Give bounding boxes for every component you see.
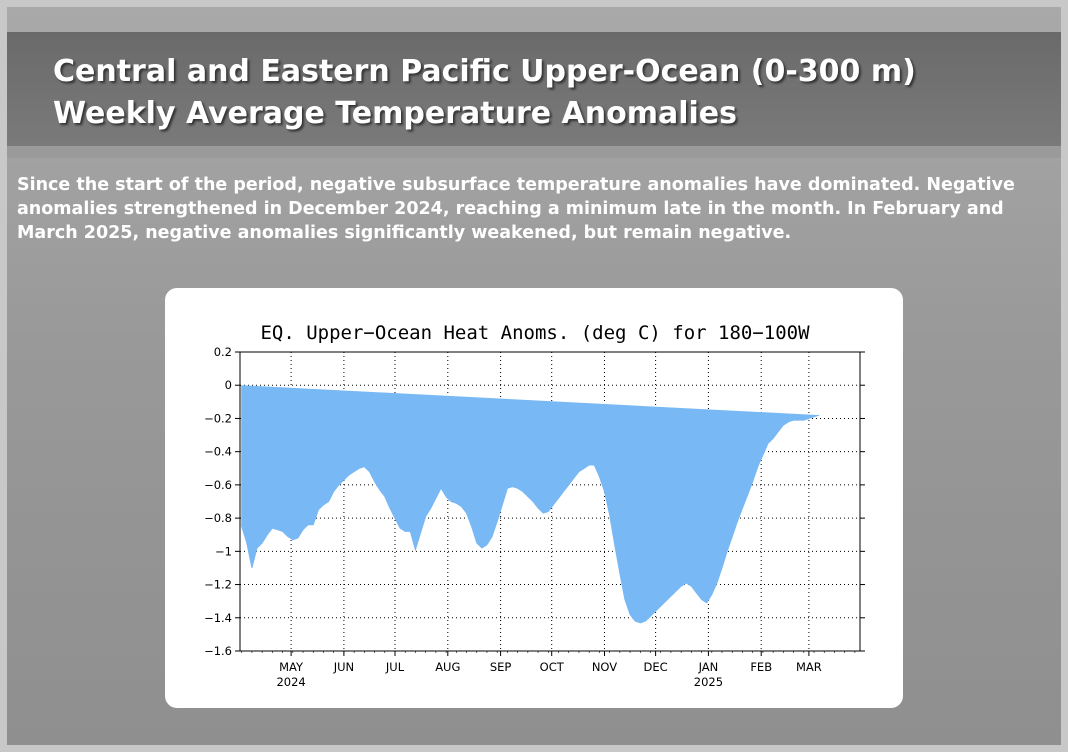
- y-tick-label: 0.2: [214, 345, 232, 359]
- y-tick-label: −1.6: [204, 644, 232, 658]
- anomaly-chart: EQ. Upper−Ocean Heat Anoms. (deg C) for …: [204, 322, 865, 689]
- x-tick-year-label: 2025: [694, 675, 723, 689]
- x-tick-label: AUG: [435, 660, 460, 674]
- anomaly-area: [241, 385, 820, 624]
- title-band: [7, 32, 1061, 146]
- chart-card: EQ. Upper−Ocean Heat Anoms. (deg C) for …: [165, 288, 903, 708]
- slide-description: Since the start of the period, negative …: [17, 175, 1015, 243]
- slide-title: Central and Eastern Pacific Upper-Ocean …: [53, 51, 1033, 135]
- x-tick-label: DEC: [644, 660, 668, 674]
- chart-title: EQ. Upper−Ocean Heat Anoms. (deg C) for …: [260, 322, 810, 344]
- y-axis: 0.2 0 −0.2 −0.4 −0.6 −0.8 −1 −1.2 −1.4 −1.6: [204, 345, 865, 658]
- y-tick-label: −0.4: [204, 445, 232, 459]
- slide-title-line-1: Central and Eastern Pacific Upper-Ocean …: [53, 54, 916, 89]
- x-tick-label: OCT: [540, 660, 565, 674]
- y-tick-label: −1: [215, 544, 232, 558]
- x-tick-label: JUL: [385, 660, 405, 674]
- y-tick-label: −1.2: [204, 578, 232, 592]
- x-tick-label: JAN: [698, 660, 719, 674]
- y-tick-label: −1.4: [204, 611, 232, 625]
- title-divider: [7, 146, 1061, 158]
- x-tick-label: MAY: [279, 660, 304, 674]
- y-tick-label: −0.6: [204, 478, 232, 492]
- x-tick-label: NOV: [592, 660, 617, 674]
- x-tick-label: FEB: [750, 660, 772, 674]
- x-tick-label: MAR: [796, 660, 822, 674]
- plot-frame: [239, 351, 861, 652]
- y-tick-label: −0.2: [204, 411, 232, 425]
- x-tick-label: SEP: [490, 660, 512, 674]
- x-tick-label: JUN: [333, 660, 354, 674]
- y-tick-label: −0.8: [204, 511, 232, 525]
- x-tick-year-label: 2024: [276, 675, 305, 689]
- y-tick-label: 0: [225, 378, 232, 392]
- slide-title-line-2: Weekly Average Temperature Anomalies: [53, 96, 737, 131]
